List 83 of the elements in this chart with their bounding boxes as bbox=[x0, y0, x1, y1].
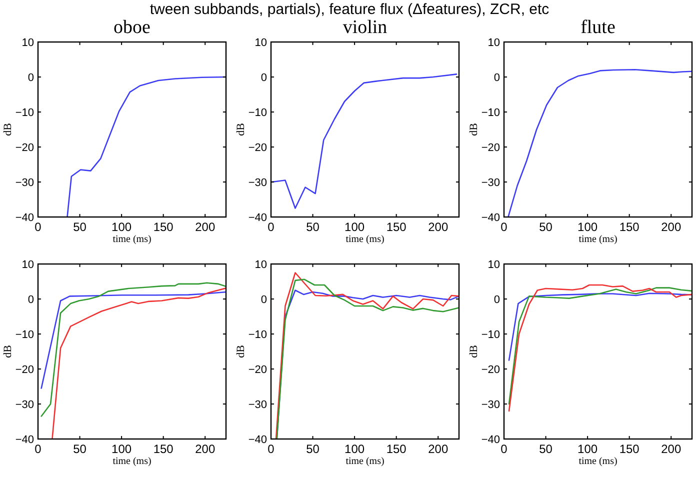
y-tick-label: −10 bbox=[481, 106, 500, 119]
y-tick-label: 10 bbox=[488, 36, 500, 49]
x-tick-label: 50 bbox=[306, 220, 320, 234]
x-tick-label: 50 bbox=[539, 442, 553, 456]
x-tick-label: 100 bbox=[112, 442, 132, 456]
line-series bbox=[40, 291, 226, 389]
y-tick-label: −20 bbox=[481, 142, 500, 154]
y-tick-label: 10 bbox=[22, 36, 34, 49]
y-tick-label: −20 bbox=[248, 142, 267, 154]
y-tick-label: −20 bbox=[15, 142, 34, 154]
y-tick-label: 10 bbox=[22, 258, 34, 271]
y-tick-label: 0 bbox=[260, 72, 267, 84]
y-axis-title: dB bbox=[235, 345, 247, 358]
y-tick-label: 10 bbox=[254, 258, 267, 271]
x-tick-label: 150 bbox=[386, 442, 407, 456]
x-tick-label: 200 bbox=[428, 220, 448, 234]
y-tick-label: 0 bbox=[28, 294, 34, 306]
y-tick-label: 0 bbox=[260, 294, 267, 306]
y-axis-title: dB bbox=[2, 345, 14, 358]
line-series bbox=[66, 76, 226, 217]
chart-title: violin bbox=[342, 17, 388, 38]
y-tick-label: −20 bbox=[481, 364, 500, 376]
y-tick-label: −40 bbox=[248, 434, 267, 446]
y-tick-label: 10 bbox=[488, 258, 500, 271]
x-tick-label: 200 bbox=[195, 442, 216, 456]
y-tick-label: −30 bbox=[481, 398, 500, 411]
line-series bbox=[508, 292, 692, 361]
y-tick-label: −10 bbox=[15, 106, 34, 119]
x-tick-label: 50 bbox=[73, 442, 87, 456]
line-series bbox=[52, 288, 226, 439]
y-tick-label: −40 bbox=[248, 212, 267, 224]
y-tick-label: −30 bbox=[248, 176, 267, 189]
y-tick-label: −20 bbox=[248, 364, 267, 376]
y-axis-title: dB bbox=[468, 123, 480, 136]
y-tick-label: −10 bbox=[248, 106, 267, 119]
chart-title: oboe bbox=[114, 17, 150, 38]
y-tick-label: −40 bbox=[15, 212, 34, 224]
y-tick-label: −30 bbox=[481, 176, 500, 189]
x-tick-label: 50 bbox=[73, 220, 87, 234]
x-tick-label: 100 bbox=[578, 442, 598, 456]
x-axis-title: time (ms) bbox=[112, 234, 152, 245]
x-axis-title: time (ms) bbox=[578, 234, 618, 245]
x-tick-label: 150 bbox=[153, 442, 174, 456]
chart-title: flute bbox=[580, 17, 616, 38]
x-tick-label: 150 bbox=[619, 220, 640, 234]
x-axis-title: time (ms) bbox=[346, 234, 384, 245]
y-tick-label: −40 bbox=[481, 434, 500, 446]
y-tick-label: −30 bbox=[15, 398, 34, 411]
x-tick-label: 200 bbox=[195, 220, 216, 234]
x-axis-title: time (ms) bbox=[578, 456, 618, 467]
x-tick-label: 100 bbox=[578, 220, 598, 234]
x-tick-label: 100 bbox=[344, 220, 365, 234]
y-tick-label: −10 bbox=[15, 328, 34, 341]
x-tick-label: 50 bbox=[539, 220, 553, 234]
x-axis-title: time (ms) bbox=[112, 456, 152, 467]
y-tick-label: −30 bbox=[15, 176, 34, 189]
y-tick-label: −20 bbox=[15, 364, 34, 376]
y-tick-label: 0 bbox=[494, 294, 500, 306]
x-tick-label: 150 bbox=[153, 220, 174, 234]
y-tick-label: 0 bbox=[28, 72, 34, 84]
y-axis-title: dB bbox=[235, 123, 247, 136]
y-tick-label: 10 bbox=[254, 36, 267, 49]
y-axis-title: dB bbox=[468, 345, 480, 358]
y-tick-label: −30 bbox=[248, 398, 267, 411]
x-tick-label: 150 bbox=[619, 442, 640, 456]
x-tick-label: 150 bbox=[386, 220, 407, 234]
line-series bbox=[508, 69, 692, 217]
x-tick-label: 200 bbox=[428, 442, 448, 456]
y-tick-label: −10 bbox=[248, 328, 267, 341]
y-tick-label: −40 bbox=[481, 212, 500, 224]
x-tick-label: 100 bbox=[344, 442, 365, 456]
line-series bbox=[271, 74, 458, 209]
x-tick-label: 200 bbox=[661, 220, 682, 234]
y-tick-label: 0 bbox=[494, 72, 500, 84]
x-tick-label: 200 bbox=[661, 442, 682, 456]
x-tick-label: 50 bbox=[306, 442, 320, 456]
y-tick-label: −40 bbox=[15, 434, 34, 446]
x-axis-title: time (ms) bbox=[346, 456, 384, 467]
line-series bbox=[40, 282, 226, 417]
text: tween subbands, partials), feature flux (Δfeatures), ZCR, etc bbox=[150, 1, 550, 18]
y-axis-title: dB bbox=[2, 123, 14, 136]
y-tick-label: −10 bbox=[481, 328, 500, 341]
x-tick-label: 100 bbox=[112, 220, 132, 234]
